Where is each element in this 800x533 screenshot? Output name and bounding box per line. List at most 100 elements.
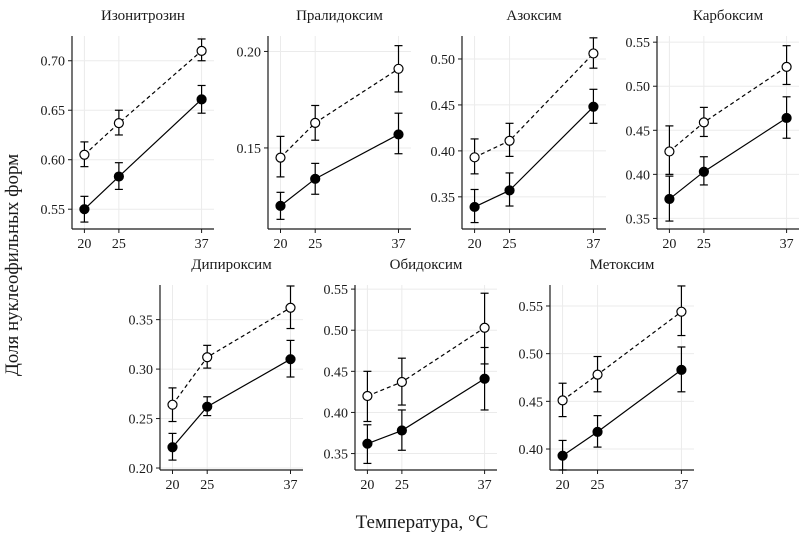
data-point	[588, 48, 599, 59]
y-tick-label: 0.20	[237, 45, 262, 60]
y-tick-label: 0.50	[626, 80, 651, 95]
data-point	[79, 204, 90, 215]
data-point	[285, 354, 296, 365]
series-line	[83, 98, 203, 210]
series-line	[474, 106, 594, 208]
x-tick-label: 37	[478, 478, 492, 493]
data-point	[196, 45, 207, 56]
x-tick-label: 20	[273, 237, 287, 252]
panel-title: Метоксим	[590, 257, 655, 273]
data-point	[396, 376, 407, 388]
x-tick-label: 20	[77, 237, 91, 252]
x-tick-label: 20	[662, 237, 676, 252]
chart-panel-4: 0.35 0.40 0.45 0.50 0.55 20 25 37 Карбоксим	[626, 8, 799, 252]
data-point	[113, 171, 124, 182]
series-line	[367, 327, 485, 397]
data-point	[557, 395, 568, 406]
panels: 0.55 0.60 0.65 0.70 20 25 37 Изонитрозин 0.15 0.2…	[41, 8, 799, 493]
data-point	[396, 425, 407, 436]
data-point	[275, 200, 286, 211]
data-point	[202, 352, 213, 363]
data-point	[676, 306, 687, 317]
chart-panel-5: 0.20 0.25 0.30 0.35 20 25 37 Дипироксим	[129, 257, 303, 493]
x-tick-label: 37	[780, 237, 794, 252]
data-point	[362, 438, 373, 449]
series-line	[562, 369, 682, 457]
series-line	[172, 307, 291, 406]
data-point	[196, 94, 207, 105]
data-point	[698, 166, 709, 177]
x-tick-label: 37	[195, 237, 209, 252]
y-tick-label: 0.50	[519, 348, 544, 363]
series-1	[664, 45, 792, 175]
x-tick-label: 37	[392, 237, 406, 252]
data-point	[588, 101, 599, 112]
x-tick-label: 25	[200, 478, 214, 493]
series-2	[79, 84, 207, 223]
y-tick-label: 0.25	[129, 413, 154, 428]
data-point	[781, 61, 792, 72]
series-line	[562, 311, 682, 401]
y-tick-label: 0.50	[324, 324, 349, 339]
y-tick-label: 0.45	[431, 99, 456, 114]
x-tick-label: 20	[556, 478, 570, 493]
panel-title: Азоксим	[506, 8, 562, 24]
y-tick-label: 0.70	[41, 55, 66, 70]
y-tick-label: 0.50	[431, 53, 456, 68]
data-point	[393, 63, 404, 74]
data-point	[469, 201, 480, 213]
series-2	[469, 88, 599, 224]
y-tick-label: 0.40	[519, 443, 544, 458]
x-tick-label: 37	[586, 237, 600, 252]
chart-panel-1: 0.55 0.60 0.65 0.70 20 25 37 Изонитрозин	[41, 8, 214, 252]
data-point	[592, 426, 603, 437]
data-point	[202, 401, 213, 412]
y-tick-label: 0.45	[519, 395, 544, 410]
panel-title: Пралидоксим	[296, 8, 383, 24]
x-tick-label: 37	[674, 478, 688, 493]
chart-panel-2: 0.15 0.20 20 25 37 Пралидоксим	[237, 8, 411, 252]
series-2	[275, 112, 404, 220]
data-point	[310, 117, 321, 128]
data-point	[285, 302, 296, 313]
data-point	[698, 117, 709, 128]
y-tick-label: 0.35	[324, 448, 349, 463]
series-line	[172, 358, 291, 448]
y-tick-label: 0.55	[626, 36, 651, 51]
panel-title: Обидоксим	[390, 257, 463, 273]
data-point	[676, 364, 687, 375]
data-point	[504, 185, 515, 196]
x-tick-label: 25	[112, 237, 126, 252]
y-tick-label: 0.35	[626, 212, 651, 227]
series-line	[367, 378, 485, 445]
data-point	[592, 369, 603, 380]
series-1	[275, 45, 404, 178]
x-tick-label: 37	[284, 478, 298, 493]
panel-title: Изонитрозин	[101, 8, 185, 24]
chart-panel-3: 0.35 0.40 0.45 0.50 20 25 37 Азоксим	[431, 8, 606, 252]
series-2	[664, 96, 792, 222]
data-point	[393, 129, 404, 140]
data-point	[362, 390, 373, 402]
panel-title: Дипироксим	[191, 257, 272, 273]
series-1	[167, 285, 296, 423]
y-axis-title: Доля нуклеофильных форм	[2, 154, 23, 376]
data-point	[275, 152, 286, 163]
data-point	[557, 450, 568, 461]
y-tick-label: 0.40	[626, 168, 651, 183]
data-point	[469, 152, 480, 163]
x-tick-label: 25	[395, 478, 409, 493]
x-tick-label: 25	[697, 237, 711, 252]
data-point	[167, 399, 178, 410]
series-1	[469, 37, 599, 175]
y-tick-label: 0.40	[431, 145, 456, 160]
chart-panel-7: 0.40 0.45 0.50 0.55 20 25 37 Метоксим	[519, 257, 694, 493]
series-1	[79, 38, 207, 168]
data-point	[79, 149, 90, 160]
y-tick-label: 0.15	[237, 142, 262, 157]
series-1	[557, 285, 687, 418]
panel-title: Карбоксим	[693, 8, 764, 24]
y-tick-label: 0.30	[129, 363, 154, 378]
y-tick-label: 0.60	[41, 154, 66, 169]
